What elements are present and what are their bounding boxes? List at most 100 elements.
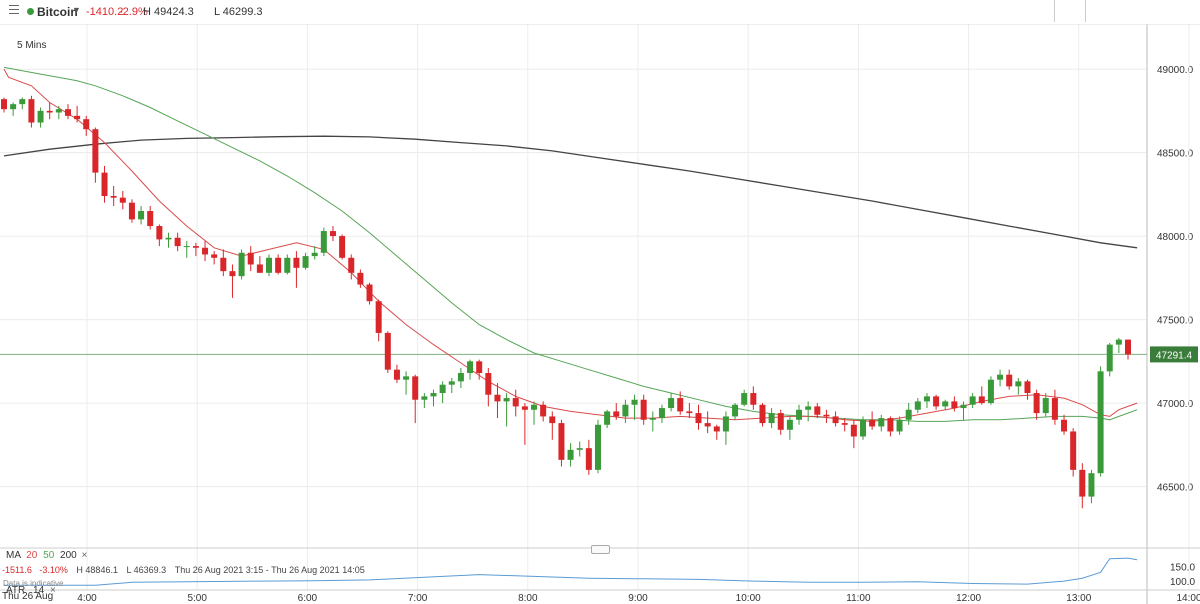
candle-up (1015, 381, 1022, 387)
candle-down (92, 129, 99, 173)
candle-down (512, 398, 519, 407)
candle-up (668, 398, 675, 409)
candle-down (339, 236, 346, 258)
atr-period: 14 (33, 585, 45, 596)
candle-up (649, 418, 656, 420)
candle-down (357, 272, 364, 285)
candle-down (485, 373, 492, 395)
instrument-name[interactable]: Bitcoin (37, 5, 78, 19)
candle-down (695, 413, 702, 424)
candle-down (1, 99, 7, 110)
x-tick-label: 13:00 (1066, 593, 1091, 604)
candle-up (10, 104, 17, 110)
candle-up (987, 379, 994, 404)
atr-tick-label: 100.0 (1170, 577, 1195, 588)
candle-up (1097, 371, 1104, 474)
candle-up (905, 409, 912, 420)
candle-up (1115, 339, 1122, 345)
ma50-label: 50 (43, 550, 55, 561)
atr-label: ATR (6, 585, 26, 596)
candle-up (467, 361, 474, 374)
candle-up (320, 231, 327, 253)
candle-down (823, 414, 830, 417)
ma-stats: -1511.6 -3.10% H 48846.1 L 46369.3 Thu 2… (2, 565, 365, 575)
menu-icon[interactable] (9, 5, 19, 15)
last-price-badge (1150, 346, 1198, 363)
candle-down (759, 404, 766, 424)
chevron-down-icon[interactable]: ▼ (72, 5, 81, 15)
session-low: L 46299.3 (214, 6, 263, 18)
interval-label[interactable]: 5 Mins (17, 40, 47, 51)
candle-up (942, 401, 949, 407)
candle-down (540, 404, 547, 417)
candle-up (37, 110, 44, 123)
x-tick-label: 6:00 (298, 593, 318, 604)
candle-up (622, 404, 629, 417)
candle-up (503, 398, 510, 402)
candle-down (119, 197, 126, 203)
candle-up (969, 396, 976, 405)
ma-legend: MA 20 50 200 × (6, 550, 87, 561)
atr-line (4, 557, 1138, 586)
candle-up (576, 448, 583, 450)
price-change: -1410.2 (86, 6, 124, 18)
candle-down (814, 406, 821, 415)
candle-down (777, 413, 784, 430)
candle-down (329, 231, 336, 237)
candle-down (585, 448, 592, 470)
candle-down (933, 396, 940, 407)
candle-down (384, 332, 391, 370)
candle-down (229, 271, 236, 277)
ma200-line (3, 135, 1138, 249)
candle-down (978, 396, 985, 404)
candle-down (832, 416, 839, 424)
candle-up (302, 256, 309, 268)
candle-down (704, 423, 711, 427)
ma50-line (3, 66, 1138, 422)
candle-down (1006, 374, 1013, 387)
pane-resize-handle[interactable] (591, 545, 610, 554)
candle-down (1024, 381, 1031, 394)
last-price-label: 47291.4 (1156, 350, 1193, 361)
candle-down (393, 369, 400, 380)
ma20-line (3, 68, 1138, 422)
candle-up (741, 393, 748, 405)
candle-down (211, 254, 218, 258)
candle-down (1070, 431, 1077, 470)
stat-low: L 46369.3 (126, 565, 167, 575)
candle-down (951, 401, 958, 409)
candle-down (1079, 469, 1086, 497)
close-icon[interactable]: × (49, 585, 56, 596)
candle-up (896, 419, 903, 432)
candle-up (722, 416, 729, 432)
ma20-label: 20 (26, 550, 38, 561)
candle-down (375, 301, 382, 333)
candle-up (923, 396, 930, 402)
candle-down (558, 423, 565, 460)
candle-down (156, 226, 163, 240)
candle-down (348, 257, 355, 273)
candle-up (732, 404, 739, 417)
x-tick-label: 8:00 (518, 593, 538, 604)
candle-up (914, 401, 921, 410)
candle-up (859, 419, 866, 437)
candle-up (997, 374, 1004, 380)
candle-down (412, 376, 419, 400)
candle-up (19, 99, 26, 105)
stat-high: H 48846.1 (76, 565, 118, 575)
candle-up (238, 252, 245, 277)
candle-up (960, 404, 967, 409)
candle-up (604, 411, 611, 425)
candle-up (138, 211, 145, 220)
ma-label: MA (6, 550, 21, 561)
candle-down (476, 361, 483, 374)
candle-down (640, 399, 647, 420)
candle-up (796, 409, 803, 420)
candle-down (46, 110, 53, 113)
close-icon[interactable]: × (81, 550, 88, 561)
candle-down (28, 99, 35, 123)
x-tick-label: 12:00 (956, 593, 981, 604)
candle-up (284, 257, 291, 273)
x-tick-label: 4:00 (77, 593, 97, 604)
